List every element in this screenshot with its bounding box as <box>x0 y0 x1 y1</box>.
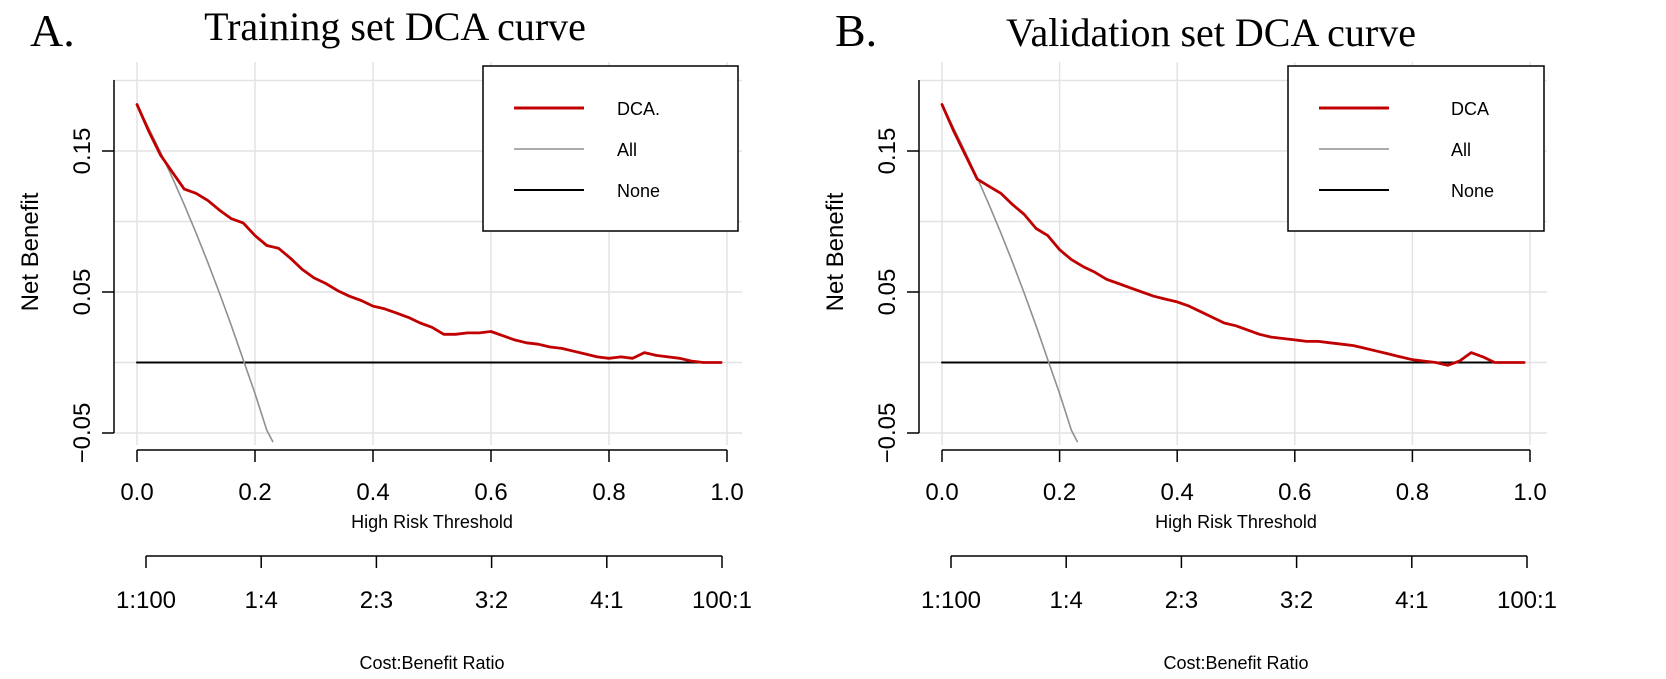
y-ticks: −0.05 0.05 0.15 <box>69 128 114 464</box>
legend-label-all: All <box>1451 140 1471 160</box>
y-axis-label: Net Benefit <box>822 192 849 311</box>
x-tick-label: 0.8 <box>1396 479 1429 506</box>
cost-benefit-axis-label: Cost:Benefit Ratio <box>1163 653 1308 673</box>
chart-title: Validation set DCA curve <box>1006 10 1416 55</box>
legend-label-dca: DCA <box>1451 99 1489 119</box>
x-ticks: 0.0 0.2 0.4 0.6 0.8 1.0 <box>120 450 744 506</box>
legend-label-none: None <box>1451 181 1494 201</box>
x-tick-label: 0.2 <box>1043 479 1076 506</box>
panel-label: B. <box>835 5 877 56</box>
y-tick-label: −0.05 <box>874 403 901 464</box>
panel-b: B. Validation set DCA curve −0.05 0.05 0.1… <box>822 5 1557 673</box>
legend: DCA. All None <box>482 65 739 232</box>
panel-a: A. Training set DCA curve −0.050.050.15 … <box>17 4 752 673</box>
y-tick-label: 0.05 <box>874 269 901 316</box>
x-ticks: 0.0 0.2 0.4 0.6 0.8 1.0 <box>925 450 1547 506</box>
y-tick-label: 0.05 <box>69 269 96 316</box>
cost-benefit-tick-label: 3:2 <box>475 587 508 614</box>
x-tick-label: 1.0 <box>1513 479 1546 506</box>
y-tick-label: 0.15 <box>874 128 901 175</box>
x-tick-label: 0.4 <box>356 479 389 506</box>
cost-benefit-tick-label: 3:2 <box>1280 587 1313 614</box>
cost-benefit-tick-label: 2:3 <box>1165 587 1198 614</box>
y-axis-label: Net Benefit <box>17 192 44 311</box>
legend: DCA All None <box>1287 65 1545 232</box>
y-tick-label: 0.15 <box>69 128 96 175</box>
cost-benefit-tick-label: 100:1 <box>1497 587 1557 614</box>
cost-benefit-tick-label: 4:1 <box>1395 587 1428 614</box>
cost-benefit-ticks: 1:100 1:4 2:3 3:2 4:1 100:1 <box>921 556 1557 614</box>
x-tick-label: 0.4 <box>1161 479 1194 506</box>
cost-benefit-ticks: 1:100 1:4 2:3 3:2 4:1 100:1 <box>116 556 752 614</box>
series-line-dca <box>940 103 1526 367</box>
cost-benefit-axis-label: Cost:Benefit Ratio <box>359 653 504 673</box>
x-tick-label: 0.6 <box>474 479 507 506</box>
cost-benefit-tick-label: 1:4 <box>245 587 278 614</box>
series-line-all <box>136 103 274 443</box>
cost-benefit-tick-label: 100:1 <box>692 587 752 614</box>
legend-label-none: None <box>617 181 660 201</box>
legend-label-all: All <box>617 140 637 160</box>
cost-benefit-tick-label: 4:1 <box>590 587 623 614</box>
chart-title: Training set DCA curve <box>204 4 586 49</box>
cost-benefit-tick-label: 1:4 <box>1050 587 1083 614</box>
series-line-dca <box>135 103 723 364</box>
series-line-all <box>941 103 1078 443</box>
x-tick-label: 0.8 <box>592 479 625 506</box>
y-ticks: −0.05 0.05 0.15 <box>874 128 919 464</box>
x-tick-label: 0.0 <box>925 479 958 506</box>
y-tick-label: −0.05 <box>69 403 96 464</box>
x-tick-label: 0.2 <box>238 479 271 506</box>
x-tick-label: 0.6 <box>1278 479 1311 506</box>
cost-benefit-tick-label: 2:3 <box>360 587 393 614</box>
x-tick-label: 0.0 <box>120 479 153 506</box>
x-axis-label: High Risk Threshold <box>1155 512 1317 532</box>
panel-label: A. <box>30 5 75 56</box>
x-tick-label: 1.0 <box>710 479 743 506</box>
x-axis-label: High Risk Threshold <box>351 512 513 532</box>
cost-benefit-tick-label: 1:100 <box>921 587 981 614</box>
cost-benefit-tick-label: 1:100 <box>116 587 176 614</box>
legend-label-dca: DCA. <box>617 99 660 119</box>
series-group <box>135 103 723 443</box>
series-group <box>940 103 1526 443</box>
